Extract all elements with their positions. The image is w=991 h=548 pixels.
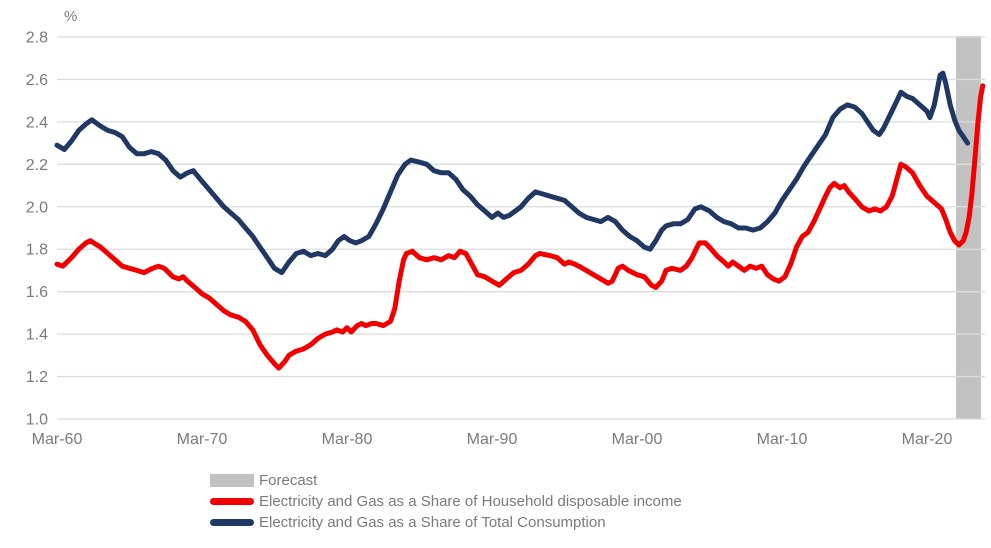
y-axis-tick-label: 1.0 <box>26 412 48 429</box>
y-axis-tick-label: 2.8 <box>26 30 48 47</box>
legend-item-forecast: Forecast <box>210 470 970 491</box>
series-line-total-consumption <box>54 70 971 276</box>
forecast-swatch-icon <box>210 474 254 487</box>
x-axis-tick-label: Mar-20 <box>902 431 953 448</box>
series-line-household <box>54 83 986 371</box>
legend-label-total-consumption: Electricity and Gas as a Share of Total … <box>259 514 606 531</box>
x-axis-tick-label: Mar-90 <box>467 431 518 448</box>
y-axis-tick-label: 2.4 <box>26 114 48 131</box>
x-axis-tick-label: Mar-80 <box>322 431 373 448</box>
chart-legend: Forecast Electricity and Gas as a Share … <box>210 470 970 533</box>
y-axis-tick-label: 1.2 <box>26 369 48 386</box>
y-axis-tick-label: 1.4 <box>26 327 48 344</box>
y-axis-tick-label: 2.0 <box>26 199 48 216</box>
y-axis-unit-label: % <box>64 8 77 25</box>
legend-label-forecast: Forecast <box>259 472 318 489</box>
legend-item-total-consumption: Electricity and Gas as a Share of Total … <box>210 512 970 533</box>
legend-item-household: Electricity and Gas as a Share of Househ… <box>210 491 970 512</box>
y-axis-tick-label: 1.6 <box>26 284 48 301</box>
total-consumption-line-swatch-icon <box>210 519 254 526</box>
y-axis-tick-label: 2.2 <box>26 157 48 174</box>
line-chart: 2.8 2.6 2.4 2.2 2.0 1.8 1.6 1.4 1.2 1.0% Mar-60 Mar… <box>26 8 986 448</box>
y-axis-tick-label: 2.6 <box>26 72 48 89</box>
legend-label-household: Electricity and Gas as a Share of Househ… <box>259 493 682 510</box>
household-line-swatch-icon <box>210 498 254 505</box>
x-axis-tick-label: Mar-00 <box>612 431 663 448</box>
x-axis-tick-label: Mar-70 <box>177 431 228 448</box>
chart-canvas: 2.8 2.6 2.4 2.2 2.0 1.8 1.6 1.4 1.2 1.0% Mar-60 Mar… <box>26 8 986 448</box>
x-axis-tick-label: Mar-10 <box>757 431 808 448</box>
x-axis-tick-label: Mar-60 <box>32 431 83 448</box>
y-axis-tick-label: 1.8 <box>26 242 48 259</box>
